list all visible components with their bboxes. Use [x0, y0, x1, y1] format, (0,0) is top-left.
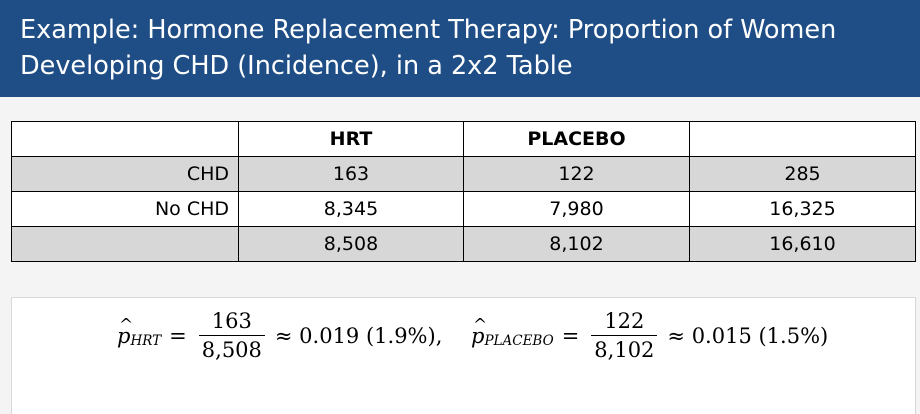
- table-header-hrt: HRT: [238, 121, 464, 157]
- subscript: HRT: [130, 332, 162, 349]
- row-label: No CHD: [11, 191, 239, 227]
- subscript: PLACEBO: [484, 332, 554, 349]
- table-cell: 163: [238, 156, 464, 192]
- table-cell: 16,610: [689, 226, 916, 262]
- table-cell: 122: [463, 156, 690, 192]
- numerator: 163: [211, 309, 252, 333]
- p-hat-symbol: ^ p: [117, 315, 133, 348]
- numerator: 122: [604, 309, 645, 333]
- table-cell: 8,102: [463, 226, 690, 262]
- symbol: p: [471, 323, 485, 348]
- formula-hrt: ^ p HRT = 163 8,508 ≈ 0.019 (1.9%),: [117, 298, 442, 373]
- table-row-totals: 8,508 8,102 16,610: [11, 226, 916, 262]
- table-cell: 7,980: [463, 191, 690, 227]
- formula-placebo: ^ p PLACEBO = 122 8,102 ≈ 0.015 (1.5%): [471, 298, 828, 373]
- slide-title-line-1: Example: Hormone Replacement Therapy: Pr…: [20, 15, 837, 45]
- table-cell: 16,325: [689, 191, 916, 227]
- fraction: 122 8,102: [591, 309, 658, 362]
- table-header-cell: [11, 121, 239, 157]
- table-header-total: [689, 121, 916, 157]
- equals-sign: =: [561, 323, 580, 348]
- row-label: [11, 226, 239, 262]
- hat-accent: ^: [473, 314, 488, 335]
- equals-sign: =: [169, 323, 187, 348]
- result: ≈ 0.015 (1.5%): [667, 323, 829, 348]
- denominator: 8,102: [591, 335, 658, 362]
- contingency-table: HRT PLACEBO CHD 163 122 285 No CHD 8,345…: [11, 121, 916, 262]
- symbol: p: [117, 323, 131, 348]
- table-row-no-chd: No CHD 8,345 7,980 16,325: [11, 191, 916, 227]
- table-cell: 285: [689, 156, 916, 192]
- table-cell: 8,508: [238, 226, 464, 262]
- denominator: 8,508: [198, 335, 265, 362]
- slide-title: Example: Hormone Replacement Therapy: Pr…: [0, 0, 920, 97]
- result: ≈ 0.019 (1.9%),: [274, 323, 443, 348]
- table-cell: 8,345: [238, 191, 464, 227]
- formula-box: ^ p HRT = 163 8,508 ≈ 0.019 (1.9%), ^ p …: [11, 297, 916, 414]
- row-label: CHD: [11, 156, 239, 192]
- hat-accent: ^: [119, 314, 134, 335]
- table-row-chd: CHD 163 122 285: [11, 156, 916, 192]
- table-header-placebo: PLACEBO: [463, 121, 690, 157]
- slide-title-line-2: Developing CHD (Incidence), in a 2x2 Tab…: [20, 51, 573, 81]
- table-header-row: HRT PLACEBO: [11, 121, 916, 157]
- p-hat-symbol: ^ p: [471, 315, 487, 348]
- fraction: 163 8,508: [198, 309, 265, 362]
